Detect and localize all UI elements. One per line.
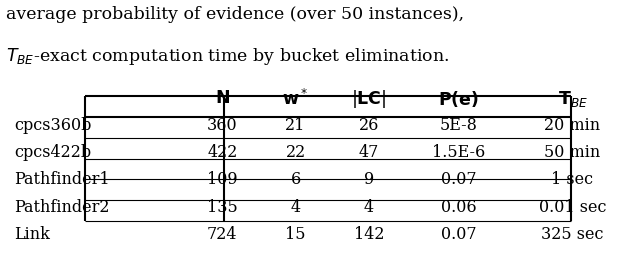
Text: $T_{BE}$-exact computation time by bucket elimination.: $T_{BE}$-exact computation time by bucke…	[6, 46, 450, 67]
Text: Pathfinder1: Pathfinder1	[14, 171, 109, 188]
Text: 325 sec: 325 sec	[541, 226, 604, 243]
Text: Pathfinder2: Pathfinder2	[14, 199, 109, 215]
Text: 50 min: 50 min	[545, 144, 600, 161]
Text: 21: 21	[285, 117, 306, 134]
Text: 422: 422	[207, 144, 237, 161]
Text: 0.06: 0.06	[441, 199, 476, 215]
Text: 4: 4	[291, 199, 301, 215]
Text: Link: Link	[14, 226, 50, 243]
Text: 0.07: 0.07	[441, 226, 476, 243]
Text: 15: 15	[285, 226, 306, 243]
Text: 109: 109	[207, 171, 237, 188]
Text: 4: 4	[364, 199, 374, 215]
Text: 1 sec: 1 sec	[552, 171, 593, 188]
Text: 26: 26	[358, 117, 379, 134]
Text: 6: 6	[291, 171, 301, 188]
Text: $\mathbf{N}$: $\mathbf{N}$	[215, 90, 230, 107]
Text: 135: 135	[207, 199, 237, 215]
Text: 1.5E-6: 1.5E-6	[432, 144, 485, 161]
Text: 0.01 sec: 0.01 sec	[539, 199, 606, 215]
Text: cpcs360b: cpcs360b	[14, 117, 92, 134]
Text: 22: 22	[285, 144, 306, 161]
Text: cpcs422b: cpcs422b	[14, 144, 92, 161]
Text: 0.07: 0.07	[441, 171, 476, 188]
Text: $\mathbf{T}_{BE}$: $\mathbf{T}_{BE}$	[557, 89, 588, 109]
Text: 360: 360	[207, 117, 237, 134]
Text: 5E-8: 5E-8	[440, 117, 477, 134]
Text: 724: 724	[207, 226, 237, 243]
Text: $|\mathbf{LC}|$: $|\mathbf{LC}|$	[351, 88, 387, 110]
Text: 142: 142	[354, 226, 384, 243]
Text: $\mathbf{w}^*$: $\mathbf{w}^*$	[282, 89, 308, 109]
Text: 20 min: 20 min	[545, 117, 600, 134]
Text: 9: 9	[364, 171, 374, 188]
Text: average probability of evidence (over 50 instances),: average probability of evidence (over 50…	[6, 6, 465, 23]
Text: 47: 47	[358, 144, 379, 161]
Text: $\mathbf{P(e)}$: $\mathbf{P(e)}$	[438, 89, 479, 109]
